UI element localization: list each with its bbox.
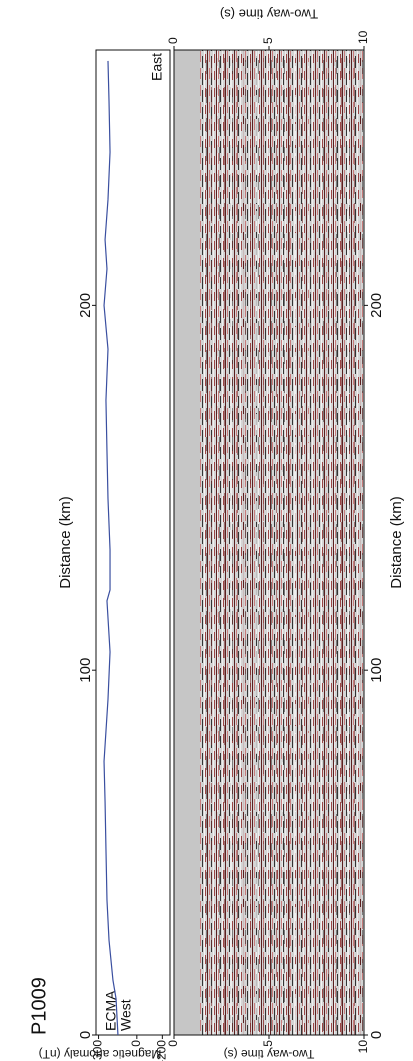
chart-title: P1009 (28, 977, 50, 1035)
water-column (174, 50, 200, 1035)
y-tick-label: 0 (129, 1040, 143, 1047)
y-tick-label-right: 5 (261, 37, 275, 44)
annotation: East (149, 53, 165, 81)
y-tick-label: -200 (155, 1040, 169, 1061)
annotation: ECMA (103, 990, 119, 1031)
y-tick-label-right: 10 (356, 30, 370, 44)
x-tick-label: 100 (77, 658, 94, 683)
x-tick-label: 0 (368, 1031, 385, 1039)
x-tick-label: 200 (368, 293, 385, 318)
y-tick-label: 10 (356, 1040, 370, 1054)
y-axis-title-right: Two-way time (s) (220, 7, 318, 22)
x-tick-label: 0 (77, 1031, 94, 1039)
y-tick-label: 5 (261, 1040, 275, 1047)
y-tick-label: 300 (91, 1040, 105, 1060)
y-tick-label: 0 (166, 1040, 180, 1047)
magnetic-line (103, 60, 119, 1036)
y-axis-title: Two-way time (s) (224, 1047, 315, 1061)
seismic-texture (174, 50, 364, 1035)
annotation: West (118, 999, 134, 1031)
x-tick-label: 200 (77, 293, 94, 318)
x-axis-title: Distance (km) (388, 496, 405, 589)
x-axis-title: Distance (km) (57, 496, 74, 589)
y-tick-label-right: 0 (166, 37, 180, 44)
magnetic-frame (95, 49, 171, 1036)
y-axis-title: Magnetic anomaly (nT) (39, 1047, 162, 1061)
x-tick-label: 100 (368, 658, 385, 683)
